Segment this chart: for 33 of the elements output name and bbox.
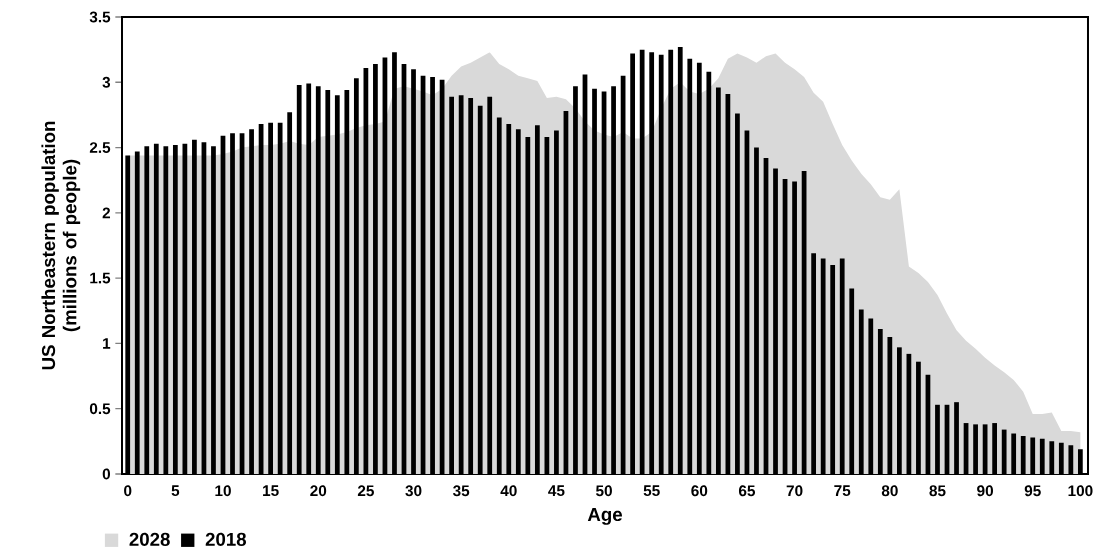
y-tick-label: 2 bbox=[102, 207, 111, 219]
x-tick-label: 80 bbox=[881, 485, 898, 497]
x-tick-label: 100 bbox=[1068, 485, 1093, 497]
x-tick-label: 35 bbox=[452, 485, 470, 497]
y-axis-title: US Northeastern population (millions of people) bbox=[41, 121, 81, 370]
y-tick-label: 3.5 bbox=[89, 11, 111, 23]
legend-label: 2028 bbox=[129, 532, 170, 546]
x-tick-label: 5 bbox=[171, 485, 180, 497]
y-tick-label: 3 bbox=[102, 76, 111, 88]
x-tick-label: 70 bbox=[786, 485, 803, 497]
x-tick-label: 55 bbox=[643, 485, 660, 497]
x-tick-label: 10 bbox=[215, 485, 231, 497]
x-tick-label: 65 bbox=[738, 485, 756, 497]
x-tick-label: 0 bbox=[124, 485, 132, 497]
x-tick-label: 75 bbox=[834, 485, 851, 497]
y-tick-label: 1 bbox=[103, 338, 111, 349]
x-tick-label: 85 bbox=[929, 485, 946, 497]
y-tick-label: 2.5 bbox=[89, 142, 111, 153]
y-tick-label: 0.5 bbox=[89, 403, 111, 415]
y-tick-label: 0 bbox=[102, 468, 111, 480]
x-tick-label: 30 bbox=[405, 485, 422, 497]
x-tick-label: 50 bbox=[596, 485, 612, 497]
x-tick-label: 20 bbox=[310, 485, 327, 497]
x-tick-label: 25 bbox=[357, 485, 374, 497]
x-tick-label: 40 bbox=[500, 485, 517, 497]
x-tick-label: 90 bbox=[977, 485, 994, 497]
x-tick-label: 45 bbox=[548, 485, 565, 497]
x-axis-title: Age bbox=[587, 508, 622, 525]
x-tick-label: 60 bbox=[691, 485, 708, 497]
legend-label: 2018 bbox=[205, 532, 247, 546]
x-tick-label: 15 bbox=[263, 485, 279, 497]
x-tick-label: 95 bbox=[1024, 485, 1041, 497]
y-tick-label: 1.5 bbox=[90, 272, 111, 284]
